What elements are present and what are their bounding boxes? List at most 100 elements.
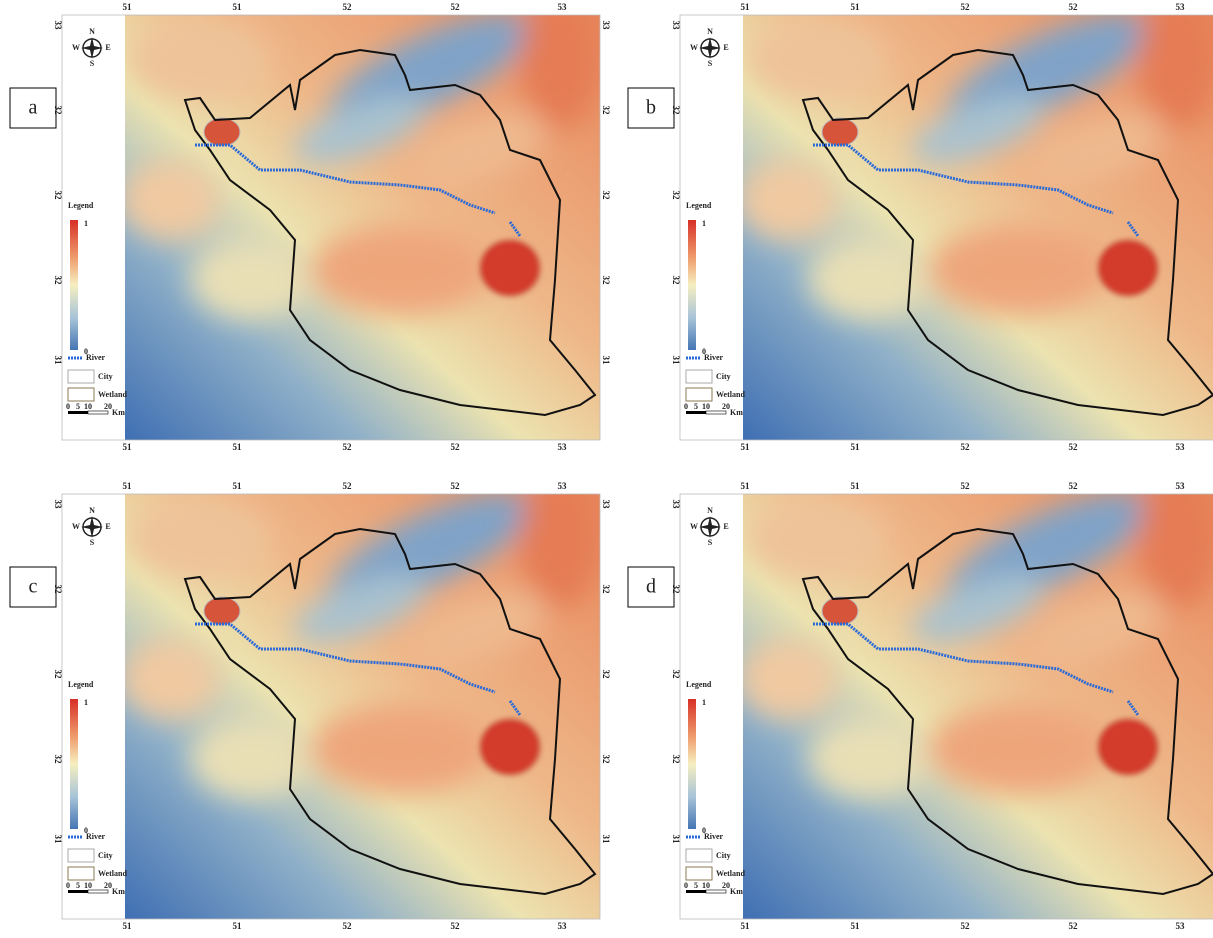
bottom-tick-label: 51 [233, 442, 243, 452]
compass-star [81, 37, 103, 59]
left-tick-label: 32 [53, 670, 63, 680]
bottom-tick-label: 53 [1176, 442, 1186, 452]
river [195, 143, 496, 215]
bottom-tick-label: 53 [558, 442, 568, 452]
scale-bar [705, 889, 727, 894]
legend-river-label: River [704, 353, 724, 362]
map-frame [679, 493, 1213, 920]
legend-city [685, 848, 713, 863]
left-tick-label: 31 [671, 835, 681, 845]
right-tick-label: 32 [601, 585, 611, 595]
legend-colorbar [70, 220, 78, 350]
city [203, 117, 241, 147]
raster-texture [125, 494, 600, 799]
bottom-tick-label: 53 [1176, 921, 1186, 931]
left-tick-label: 31 [53, 356, 63, 366]
raster-texture [743, 15, 1213, 320]
left-tick-label: 32 [671, 276, 681, 286]
panel-label: b [646, 97, 656, 119]
bottom-tick-label: 51 [741, 921, 751, 931]
left-tick-label: 31 [53, 835, 63, 845]
bottom-tick-label: 51 [233, 921, 243, 931]
scale-bar [705, 410, 727, 415]
raster-patch [808, 719, 928, 799]
river [813, 622, 1114, 694]
scale-bar [686, 890, 706, 893]
left-tick-label: 33 [671, 500, 681, 510]
left-tick-label: 32 [671, 670, 681, 680]
compass-letter: N [89, 27, 95, 36]
bottom-tick-label: 51 [123, 442, 133, 452]
map-panel: b515151515252525253533333323232323232313… [627, 2, 1213, 452]
raster-patch [329, 494, 531, 606]
bottom-tick-label: 53 [558, 921, 568, 931]
raster-patch [928, 704, 1108, 794]
scale-label: 10 [84, 402, 92, 411]
legend-wetland-label: Wetland [98, 869, 127, 878]
left-tick-label: 32 [53, 106, 63, 116]
wetland [1097, 239, 1159, 297]
scale-label: 0 [66, 881, 70, 890]
scale-label: 0 [684, 881, 688, 890]
bottom-tick-label: 52 [961, 921, 971, 931]
legend-low: 0 [702, 826, 706, 835]
panel-label-box [9, 566, 57, 608]
raster-patch [190, 240, 310, 320]
raster-patch [520, 494, 600, 609]
left-tick-label: 32 [53, 755, 63, 765]
scale-label: 5 [76, 402, 80, 411]
scale-bar [87, 889, 109, 894]
bottom-tick-label: 52 [961, 442, 971, 452]
left-tick-label: 33 [671, 21, 681, 31]
raster-patch [743, 160, 838, 240]
river [195, 622, 496, 694]
scale-label: 20 [104, 402, 112, 411]
legend-title: Legend [68, 680, 94, 689]
scale-label: 10 [702, 881, 710, 890]
compass-star [699, 37, 721, 59]
top-tick-label: 53 [1176, 2, 1186, 12]
legend-city-label: City [716, 851, 731, 860]
legend-city [67, 848, 95, 863]
compass-letter: N [707, 506, 713, 515]
legend-wetland [67, 387, 95, 402]
legend-city-label: City [98, 372, 113, 381]
top-tick-label: 51 [851, 2, 861, 12]
legend-wetland-label: Wetland [98, 390, 127, 399]
scale-unit: Km [112, 408, 125, 417]
raster-patch [911, 575, 1045, 643]
legend-wetland [685, 387, 713, 402]
raster-patch [310, 225, 490, 315]
legend-city-label: City [98, 851, 113, 860]
bottom-tick-label: 51 [123, 921, 133, 931]
legend-high: 1 [84, 698, 88, 707]
compass-letter: W [72, 43, 80, 52]
raster-patch [928, 225, 1108, 315]
bottom-tick-label: 51 [741, 442, 751, 452]
raster [743, 494, 1213, 919]
top-tick-label: 53 [558, 481, 568, 491]
city [821, 117, 859, 147]
panel-label: c [29, 576, 38, 598]
raster-patch [329, 15, 531, 127]
right-tick-label: 31 [601, 835, 611, 845]
panel-label-box [627, 566, 675, 608]
legend-high: 1 [702, 219, 706, 228]
legend-wetland [685, 866, 713, 881]
legend-title: Legend [68, 201, 94, 210]
left-tick-label: 32 [671, 106, 681, 116]
raster-patch [130, 20, 270, 100]
left-tick-label: 31 [671, 356, 681, 366]
wetland [1097, 718, 1159, 776]
bottom-tick-label: 52 [1069, 921, 1079, 931]
left-tick-label: 32 [671, 191, 681, 201]
bottom-tick-label: 52 [451, 442, 461, 452]
legend-low: 0 [702, 347, 706, 356]
raster-patch [293, 96, 427, 164]
raster-patch [1138, 15, 1213, 130]
scale-label: 10 [84, 881, 92, 890]
compass-letter: W [72, 522, 80, 531]
